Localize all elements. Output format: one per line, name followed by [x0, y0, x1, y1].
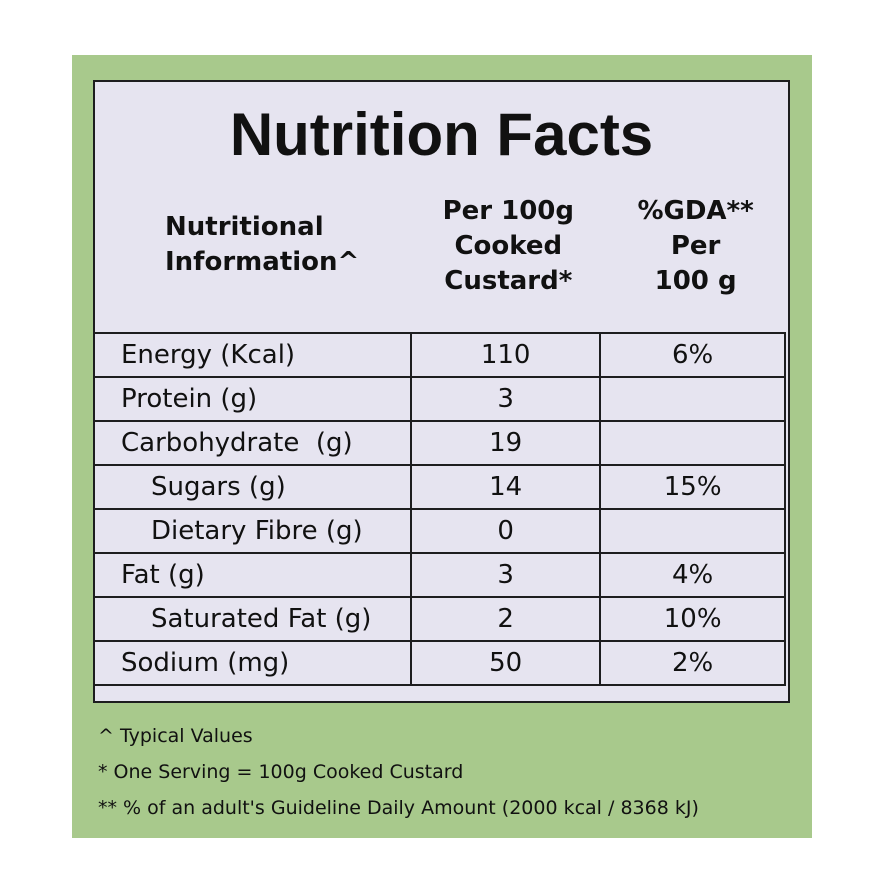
footnote: ^ Typical Values	[98, 725, 253, 747]
table-cell: Energy (Kcal)	[93, 332, 412, 378]
footnotes: ^ Typical Values * One Serving = 100g Coo…	[98, 718, 699, 826]
table-cell: Sodium (mg)	[93, 640, 412, 686]
header-line: 100 g	[654, 266, 737, 296]
table-cell: 0	[409, 508, 602, 554]
nutrition-box: Nutrition Facts Nutritional Information^ P…	[93, 80, 790, 703]
header-line: Cooked	[454, 231, 563, 261]
table-cell: 110	[409, 332, 602, 378]
table-cell: 50	[409, 640, 602, 686]
table-cell: Sugars (g)	[93, 464, 412, 510]
table-row: Protein (g) 3	[93, 376, 786, 422]
table-cell: 4%	[599, 552, 786, 598]
table-row: Saturated Fat (g) 2 10%	[93, 596, 786, 642]
table-header: Nutritional Information^ Per 100g Cooked Cus…	[95, 194, 788, 299]
footnote: ** % of an adult's Guideline Daily Amoun…	[98, 797, 699, 819]
table-cell: Dietary Fibre (g)	[93, 508, 412, 554]
table-cell: Carbohydrate (g)	[93, 420, 412, 466]
header-line: %GDA**	[637, 196, 754, 226]
table-cell: 2%	[599, 640, 786, 686]
table-cell: 15%	[599, 464, 786, 510]
table-cell: 6%	[599, 332, 786, 378]
table-cell: 10%	[599, 596, 786, 642]
table-row: Carbohydrate (g) 19	[93, 420, 786, 466]
header-line: Nutritional	[165, 212, 324, 242]
header-line: Per	[670, 231, 721, 261]
header-cell: %GDA** Per 100 g	[603, 194, 788, 299]
header-line: Per 100g	[442, 196, 575, 226]
table-cell	[599, 420, 786, 466]
header-cell: Per 100g Cooked Custard*	[413, 194, 603, 299]
nutrition-table: Energy (Kcal) 110 6% Protein (g) 3 Carbohydra…	[93, 332, 786, 686]
table-row: Sodium (mg) 50 2%	[93, 640, 786, 686]
table-cell: Fat (g)	[93, 552, 412, 598]
table-cell	[599, 508, 786, 554]
table-cell: 14	[409, 464, 602, 510]
table-row: Fat (g) 3 4%	[93, 552, 786, 598]
table-cell: 3	[409, 552, 602, 598]
table-cell: Saturated Fat (g)	[93, 596, 412, 642]
table-cell: 3	[409, 376, 602, 422]
table-cell: 2	[409, 596, 602, 642]
header-cell: Nutritional Information^	[95, 194, 413, 299]
table-row: Sugars (g) 14 15%	[93, 464, 786, 510]
header-line: Information^	[165, 247, 360, 277]
table-row: Energy (Kcal) 110 6%	[93, 332, 786, 378]
table-cell	[599, 376, 786, 422]
footnote: * One Serving = 100g Cooked Custard	[98, 761, 464, 783]
table-cell: Protein (g)	[93, 376, 412, 422]
table-row: Dietary Fibre (g) 0	[93, 508, 786, 554]
table-cell: 19	[409, 420, 602, 466]
title: Nutrition Facts	[229, 101, 654, 168]
header-line: Custard*	[444, 266, 573, 296]
